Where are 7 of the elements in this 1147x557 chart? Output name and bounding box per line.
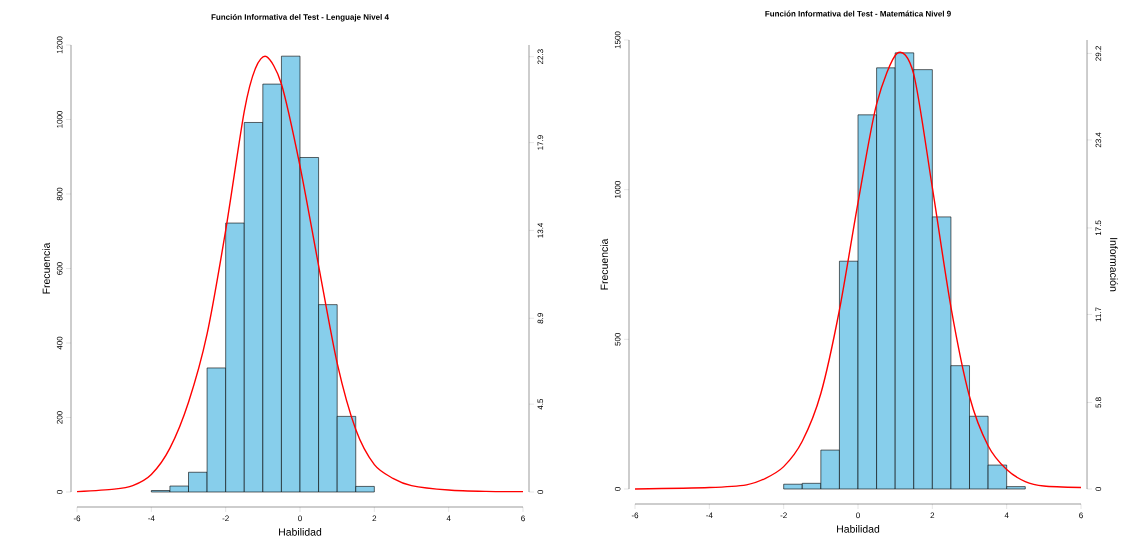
x-axis-title: Habilidad [837,525,880,533]
line-series [634,52,1082,490]
y-axis-title: Frecuencia [600,238,609,290]
line-series [76,56,524,493]
y-axis-title: Frecuencia [42,242,50,294]
x-axis-title: Habilidad [279,528,322,536]
y2-axis-title: Información [1110,238,1118,292]
